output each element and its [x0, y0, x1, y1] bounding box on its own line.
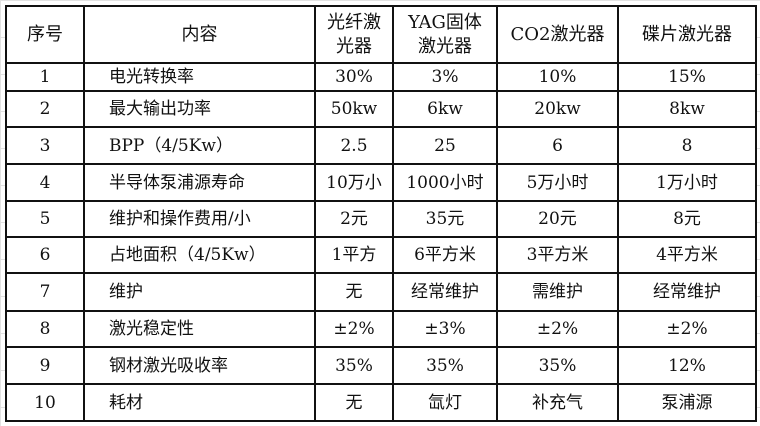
- cell-fiber: 10万小: [314, 163, 394, 202]
- cell-content: 激光稳定性: [83, 310, 316, 348]
- header-co2-laser: CO2激光器: [496, 5, 619, 64]
- table-row: 10 耗材无氙灯 补充气 泵浦源: [5, 383, 757, 422]
- cell-content: 维护和操作费用/小: [83, 200, 316, 238]
- cell-co2: 6: [496, 126, 619, 165]
- cell-disk: 8: [617, 126, 757, 165]
- table-row: 3 BPP（4/5Kw） 2.5 25 6 8: [5, 126, 757, 165]
- cell-content: 耗材: [83, 383, 316, 422]
- cell-co2: 35%: [496, 346, 619, 385]
- header-row: 序号 内容 光纤激光器 YAG固体激光器 CO2激光器 碟片激光器: [5, 5, 757, 64]
- cell-fiber: 30%: [314, 62, 394, 92]
- cell-content: 占地面积（4/5Kw）: [83, 236, 316, 274]
- cell-index: 2: [5, 90, 85, 128]
- cell-index: 1: [5, 62, 85, 92]
- cell-content: BPP（4/5Kw）: [83, 126, 316, 165]
- cell-index: 9: [5, 346, 85, 385]
- cell-disk: 15%: [617, 62, 757, 92]
- cell-yag: ±3%: [392, 310, 498, 348]
- cell-disk: 8元: [617, 200, 757, 238]
- cell-content: 最大输出功率: [83, 90, 316, 128]
- cell-yag: 3%: [392, 62, 498, 92]
- table-row: 2 最大输出功率 50kw 6kw 20kw 8kw: [5, 90, 757, 128]
- cell-content: 半导体泵浦源寿命: [83, 163, 316, 202]
- cell-fiber: 35%: [314, 346, 394, 385]
- cell-disk: 8kw: [617, 90, 757, 128]
- table-row: 7 维护无经常维护 需维护 经常维护: [5, 272, 757, 312]
- header-fiber-laser: 光纤激光器: [314, 5, 394, 64]
- cell-fiber: 50kw: [314, 90, 394, 128]
- cell-fiber: 无: [314, 272, 394, 312]
- cell-fiber: 1平方: [314, 236, 394, 274]
- table-row: 8 激光稳定性 ±2% ±3% ±2% ±2%: [5, 310, 757, 348]
- cell-yag: 氙灯: [392, 383, 498, 422]
- cell-index: 3: [5, 126, 85, 165]
- cell-fiber: 2元: [314, 200, 394, 238]
- cell-index: 8: [5, 310, 85, 348]
- cell-disk: 4平方米: [617, 236, 757, 274]
- cell-index: 5: [5, 200, 85, 238]
- cell-content: 维护: [83, 272, 316, 312]
- header-yag-laser: YAG固体激光器: [392, 5, 498, 64]
- cell-yag: 6kw: [392, 90, 498, 128]
- cell-co2: 20kw: [496, 90, 619, 128]
- cell-co2: 10%: [496, 62, 619, 92]
- cell-index: 4: [5, 163, 85, 202]
- cell-index: 10: [5, 383, 85, 422]
- cell-disk: 1万小时: [617, 163, 757, 202]
- header-disk-laser: 碟片激光器: [617, 5, 757, 64]
- cell-yag: 35%: [392, 346, 498, 385]
- cell-co2: 需维护: [496, 272, 619, 312]
- table-row: 9 钢材激光吸收率 35% 35% 35% 12%: [5, 346, 757, 385]
- cell-content: 电光转换率: [83, 62, 316, 92]
- cell-disk: 泵浦源: [617, 383, 757, 422]
- table-row: 1 电光转换率 30% 3% 10% 15%: [5, 62, 757, 92]
- cell-yag: 35元: [392, 200, 498, 238]
- header-content: 内容: [83, 5, 316, 64]
- cell-disk: ±2%: [617, 310, 757, 348]
- cell-co2: 补充气: [496, 383, 619, 422]
- header-index: 序号: [5, 5, 85, 64]
- cell-co2: 20元: [496, 200, 619, 238]
- cell-yag: 经常维护: [392, 272, 498, 312]
- cell-co2: ±2%: [496, 310, 619, 348]
- cell-yag: 1000小时: [392, 163, 498, 202]
- cell-co2: 5万小时: [496, 163, 619, 202]
- cell-disk: 12%: [617, 346, 757, 385]
- cell-yag: 25: [392, 126, 498, 165]
- cell-yag: 6平方米: [392, 236, 498, 274]
- table-row: 4 半导体泵浦源寿命 10万小 1000小时 5万小时 1万小时: [5, 163, 757, 202]
- cell-disk: 经常维护: [617, 272, 757, 312]
- cell-fiber: 无: [314, 383, 394, 422]
- cell-index: 6: [5, 236, 85, 274]
- cell-co2: 3平方米: [496, 236, 619, 274]
- cell-content: 钢材激光吸收率: [83, 346, 316, 385]
- cell-fiber: 2.5: [314, 126, 394, 165]
- table-row: 6 占地面积（4/5Kw） 1平方 6平方米 3平方米 4平方米: [5, 236, 757, 274]
- table-row: 5 维护和操作费用/小 2元 35元 20元 8元: [5, 200, 757, 238]
- laser-comparison-table: 序号 内容 光纤激光器 YAG固体激光器 CO2激光器 碟片激光器 1 电光转换率…: [5, 5, 757, 422]
- cell-fiber: ±2%: [314, 310, 394, 348]
- cell-index: 7: [5, 272, 85, 312]
